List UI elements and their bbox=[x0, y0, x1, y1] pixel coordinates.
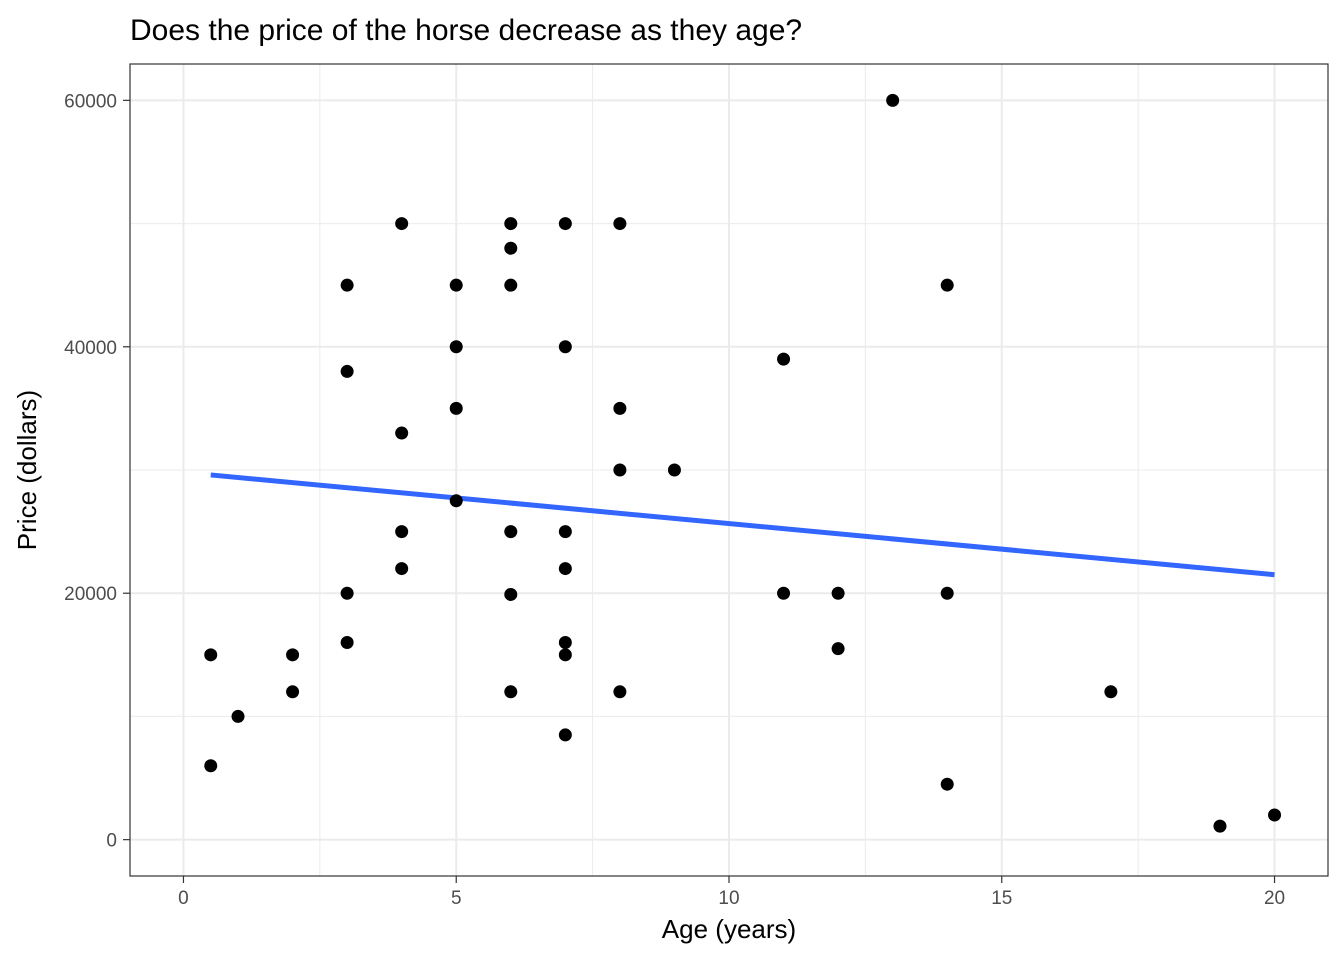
data-point bbox=[777, 586, 791, 600]
grid-lines bbox=[130, 64, 1328, 876]
data-point bbox=[504, 587, 518, 601]
y-tick-label: 0 bbox=[106, 831, 117, 852]
y-tick-label: 20000 bbox=[64, 584, 117, 605]
x-axis: 0 5 10 15 20 bbox=[178, 876, 1285, 909]
y-tick-label: 60000 bbox=[64, 91, 117, 112]
data-point bbox=[1268, 808, 1282, 822]
data-point bbox=[886, 93, 900, 107]
data-point bbox=[1213, 819, 1227, 833]
data-point bbox=[940, 278, 954, 292]
x-tick-label: 5 bbox=[451, 888, 462, 909]
data-point bbox=[558, 340, 572, 354]
data-point bbox=[449, 340, 463, 354]
x-axis-title: Age (years) bbox=[662, 914, 796, 944]
data-point bbox=[204, 759, 218, 773]
data-point bbox=[340, 636, 354, 650]
data-point bbox=[231, 709, 245, 723]
data-point bbox=[667, 463, 681, 477]
data-point bbox=[558, 217, 572, 231]
trend-line-layer bbox=[210, 472, 1275, 578]
x-tick-label: 15 bbox=[991, 888, 1012, 909]
data-point bbox=[613, 685, 627, 699]
data-point bbox=[286, 648, 300, 662]
data-point bbox=[449, 401, 463, 415]
data-point bbox=[449, 278, 463, 292]
x-tick-label: 0 bbox=[178, 888, 189, 909]
data-point bbox=[449, 494, 463, 508]
data-point bbox=[504, 685, 518, 699]
data-point bbox=[1104, 685, 1118, 699]
data-point bbox=[504, 241, 518, 255]
data-point bbox=[395, 217, 409, 231]
data-point bbox=[558, 562, 572, 576]
data-point bbox=[504, 217, 518, 231]
data-point bbox=[204, 648, 218, 662]
data-point bbox=[340, 364, 354, 378]
y-axis-title: Price (dollars) bbox=[12, 390, 42, 550]
data-point bbox=[940, 586, 954, 600]
data-point bbox=[286, 685, 300, 699]
y-axis: 0 20000 40000 60000 bbox=[64, 91, 130, 852]
x-tick-label: 10 bbox=[718, 888, 739, 909]
data-point bbox=[395, 562, 409, 576]
data-point bbox=[558, 648, 572, 662]
data-point bbox=[504, 525, 518, 539]
data-point bbox=[558, 728, 572, 742]
chart-title: Does the price of the horse decrease as … bbox=[130, 14, 802, 47]
data-point bbox=[504, 278, 518, 292]
y-tick-label: 40000 bbox=[64, 338, 117, 359]
data-point bbox=[831, 586, 845, 600]
data-point bbox=[613, 463, 627, 477]
data-point bbox=[558, 636, 572, 650]
data-point bbox=[613, 217, 627, 231]
data-point bbox=[340, 278, 354, 292]
data-point bbox=[613, 401, 627, 415]
trend-line bbox=[210, 472, 1275, 578]
data-point bbox=[395, 525, 409, 539]
data-point bbox=[831, 642, 845, 656]
data-point bbox=[940, 777, 954, 791]
data-point bbox=[558, 525, 572, 539]
data-points bbox=[204, 93, 1282, 833]
data-point bbox=[340, 586, 354, 600]
data-point bbox=[777, 352, 791, 366]
data-point bbox=[395, 426, 409, 440]
x-tick-label: 20 bbox=[1264, 888, 1285, 909]
